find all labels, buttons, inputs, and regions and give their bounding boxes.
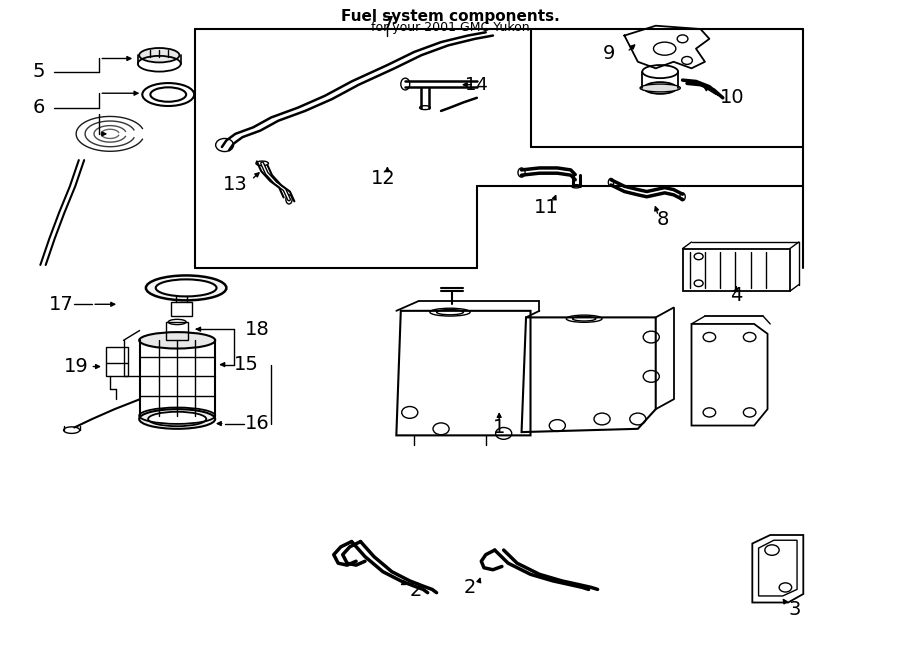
Text: 5: 5 [32, 62, 45, 81]
Text: 4: 4 [730, 286, 742, 305]
Text: 2: 2 [464, 578, 476, 597]
Text: 10: 10 [719, 89, 744, 107]
Text: 13: 13 [223, 175, 248, 194]
Bar [171, 301, 193, 316]
Text: 19: 19 [64, 357, 88, 376]
Text: 15: 15 [234, 355, 258, 374]
Text: 18: 18 [246, 320, 270, 338]
Ellipse shape [148, 412, 206, 426]
Text: 7: 7 [382, 15, 393, 34]
Text: 14: 14 [465, 76, 489, 94]
Bar [166, 322, 188, 340]
Text: 3: 3 [788, 600, 800, 619]
Text: 1: 1 [493, 418, 506, 437]
Ellipse shape [140, 332, 215, 348]
Text: Fuel system components.: Fuel system components. [340, 9, 560, 24]
Bar [105, 347, 128, 376]
Text: for your 2001 GMC Yukon: for your 2001 GMC Yukon [371, 21, 529, 34]
Text: 16: 16 [246, 414, 270, 433]
Text: 9: 9 [603, 44, 616, 63]
Text: 12: 12 [371, 169, 395, 188]
Ellipse shape [156, 280, 217, 296]
Text: 8: 8 [657, 210, 669, 229]
Text: 17: 17 [49, 295, 73, 314]
Text: 11: 11 [535, 198, 559, 217]
Bar [682, 249, 790, 292]
Ellipse shape [140, 409, 215, 429]
Ellipse shape [140, 48, 179, 62]
Ellipse shape [640, 84, 680, 92]
Text: 2: 2 [410, 581, 422, 600]
Text: 6: 6 [32, 98, 45, 117]
Ellipse shape [146, 276, 227, 300]
